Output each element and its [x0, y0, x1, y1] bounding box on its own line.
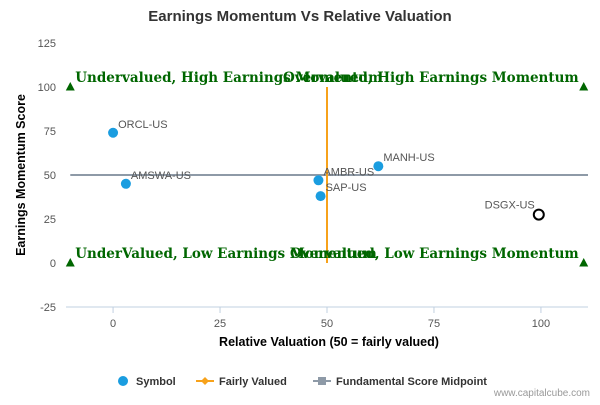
reference-lines — [70, 87, 588, 263]
point-label: ORCL-US — [118, 119, 168, 131]
legend-symbol-marker — [118, 376, 128, 386]
data-point — [373, 161, 384, 172]
point-label: DSGX-US — [485, 200, 535, 212]
x-tick-label: 50 — [321, 318, 333, 330]
legend-fairly-valued-label: Fairly Valued — [219, 376, 287, 388]
credit-text: www.capitalcube.com — [493, 388, 590, 399]
data-points: ORCL-US AMSWA-US AMBR-US SAP-US MANH-US DSGX-… — [108, 119, 545, 221]
data-point — [313, 175, 324, 186]
x-tick-label: 0 — [110, 318, 116, 330]
legend-symbol-label: Symbol — [136, 376, 176, 388]
data-point — [532, 208, 545, 221]
x-ticks: 0 25 50 75 100 — [110, 307, 550, 330]
legend-midpoint-marker — [318, 377, 326, 385]
y-tick-label: 0 — [50, 258, 56, 270]
data-point — [108, 127, 119, 138]
quadrant-label: Overvalued, Low Earnings Momentum — [290, 246, 579, 262]
point-label: SAP-US — [326, 182, 367, 194]
y-axis-title: Earnings Momentum Score — [14, 94, 28, 256]
y-ticks: -25 0 25 50 75 100 125 — [38, 38, 56, 314]
quadrant-label: UnderValued, Low Earnings Momentum — [75, 246, 377, 262]
data-point — [120, 178, 131, 189]
y-tick-label: 100 — [38, 82, 56, 94]
corner-marker — [579, 258, 589, 267]
point-label: AMSWA-US — [131, 170, 191, 182]
corner-marker — [579, 82, 589, 91]
y-tick-label: 125 — [38, 38, 56, 50]
point-label: MANH-US — [383, 152, 434, 164]
point-label: AMBR-US — [323, 166, 374, 178]
corner-marker — [65, 82, 75, 91]
quadrant-label: Undervalued, High Earnings Momentum — [75, 70, 382, 86]
legend: Symbol Fairly Valued Fundamental Score Mid… — [118, 376, 487, 388]
y-tick-label: 25 — [44, 214, 56, 226]
legend-midpoint-label: Fundamental Score Midpoint — [336, 376, 487, 388]
x-tick-label: 25 — [214, 318, 226, 330]
y-tick-label: 50 — [44, 170, 56, 182]
y-tick-label: 75 — [44, 126, 56, 138]
data-point — [315, 191, 326, 202]
quadrant-labels: Undervalued, High Earnings MomentumOverv… — [65, 70, 589, 267]
y-tick-label: -25 — [40, 302, 56, 314]
quadrant-label: Overvalued, High Earnings Momentum — [283, 70, 579, 86]
x-axis-title: Relative Valuation (50 = fairly valued) — [219, 335, 439, 349]
legend-fairly-valued-marker — [201, 377, 209, 385]
corner-marker — [65, 258, 75, 267]
chart-title: Earnings Momentum Vs Relative Valuation — [148, 8, 451, 25]
x-tick-label: 75 — [428, 318, 440, 330]
x-tick-label: 100 — [532, 318, 550, 330]
